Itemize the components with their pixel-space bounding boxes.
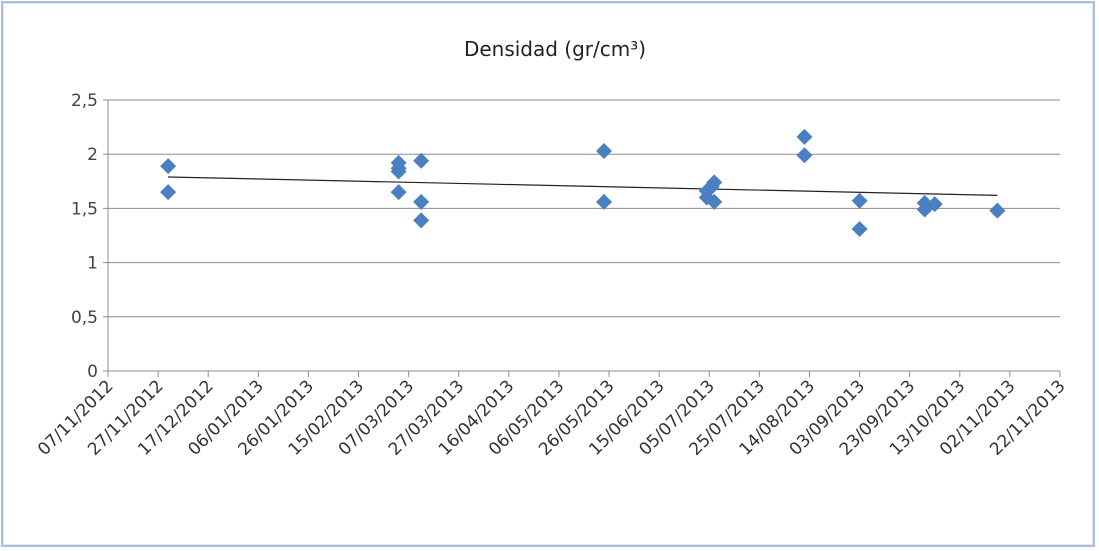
y-tick-label: 0 bbox=[87, 362, 98, 382]
y-tick-label: 2 bbox=[87, 145, 98, 165]
data-point bbox=[596, 142, 613, 159]
data-point bbox=[413, 212, 430, 229]
data-point bbox=[706, 193, 723, 210]
y-tick-label: 1 bbox=[87, 254, 98, 274]
y-tick-label: 1,5 bbox=[71, 199, 98, 219]
data-point bbox=[989, 202, 1006, 219]
data-point bbox=[413, 193, 430, 210]
data-point bbox=[796, 128, 813, 145]
data-points bbox=[160, 128, 1006, 237]
data-point bbox=[596, 193, 613, 210]
x-tick-labels: 07/11/201227/11/201217/12/201206/01/2013… bbox=[34, 376, 1069, 459]
data-point bbox=[796, 147, 813, 164]
data-point bbox=[706, 174, 723, 191]
trendline bbox=[168, 176, 998, 196]
data-point bbox=[851, 220, 868, 237]
y-tick-label: 2,5 bbox=[71, 91, 98, 111]
data-point bbox=[390, 184, 407, 201]
data-point bbox=[851, 192, 868, 209]
data-point bbox=[160, 158, 177, 175]
axes bbox=[107, 100, 1061, 377]
trendline-layer bbox=[168, 176, 998, 196]
chart-title: Densidad (gr/cm³) bbox=[464, 37, 646, 61]
gridlines bbox=[103, 99, 1060, 372]
data-point bbox=[926, 196, 943, 213]
data-point bbox=[160, 184, 177, 201]
y-tick-label: 0,5 bbox=[71, 308, 98, 328]
data-point bbox=[413, 152, 430, 169]
data-point bbox=[390, 163, 407, 180]
y-tick-labels: 0 0,5 1 1,5 2 2,5 bbox=[71, 91, 98, 382]
